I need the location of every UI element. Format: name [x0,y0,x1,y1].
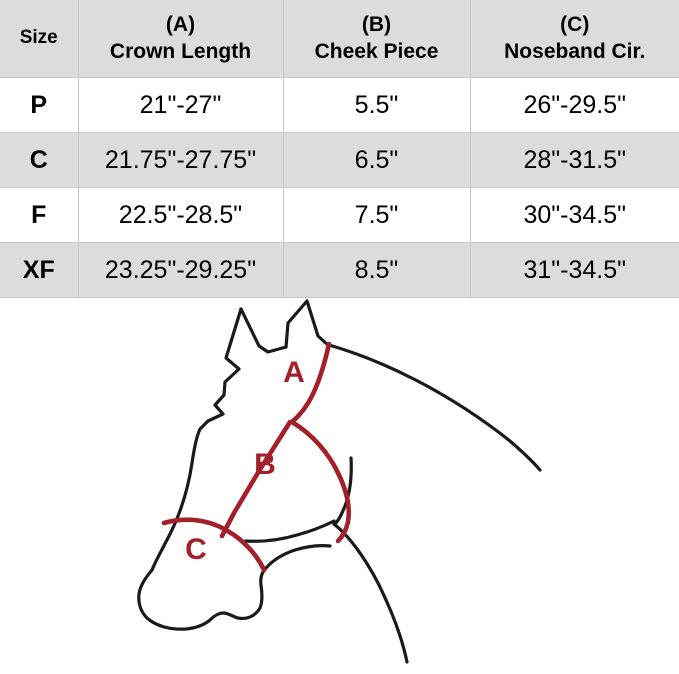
measure-line-b-jowl-strap [292,422,349,541]
column-header-crown-length-code: (A) [79,12,283,39]
cell-cheek-piece: 5.5" [283,78,470,133]
column-header-crown-length: (A) Crown Length [78,0,283,78]
cell-noseband-cir: 26"-29.5" [470,78,679,133]
cell-crown-length: 22.5"-28.5" [78,188,283,243]
horse-mouth-jaw-line [266,546,330,568]
cell-crown-length: 23.25"-29.25" [78,243,283,298]
column-header-size-label: Size [0,26,78,50]
size-chart-table: Size (A) Crown Length (B) Cheek Piece (C… [0,0,679,298]
horse-neck-underline [334,524,407,662]
cell-crown-length: 21.75"-27.75" [78,133,283,188]
horse-left-ear-outline [224,309,241,395]
column-header-noseband-cir: (C) Noseband Cir. [470,0,679,78]
column-header-cheek-piece-code: (B) [284,12,470,39]
cell-crown-length: 21"-27" [78,78,283,133]
horse-crest-mane-line [329,345,540,470]
cell-cheek-piece: 6.5" [283,133,470,188]
cell-noseband-cir: 31"-34.5" [470,243,679,298]
table-row: C 21.75"-27.75" 6.5" 28"-31.5" [0,133,679,188]
measure-line-c-noseband [164,520,264,570]
cell-cheek-piece: 7.5" [283,188,470,243]
column-header-cheek-piece-label: Cheek Piece [284,39,470,66]
column-header-cheek-piece: (B) Cheek Piece [283,0,470,78]
cell-noseband-cir: 30"-34.5" [470,188,679,243]
table-row: P 21"-27" 5.5" 26"-29.5" [0,78,679,133]
cell-noseband-cir: 28"-31.5" [470,133,679,188]
column-header-size: Size [0,0,78,78]
horse-head-diagram: A B C [0,298,679,674]
horse-right-ear-outline [286,301,329,347]
column-header-crown-length-label: Crown Length [79,39,283,66]
table-row: F 22.5"-28.5" 7.5" 30"-34.5" [0,188,679,243]
table-row: XF 23.25"-29.25" 8.5" 31"-34.5" [0,243,679,298]
measure-label-b: B [254,448,276,481]
cell-size: F [0,188,78,243]
horse-jaw-cheek-line [246,521,334,541]
cell-size: P [0,78,78,133]
horse-head-illustration: A B C [0,298,679,674]
table-header: Size (A) Crown Length (B) Cheek Piece (C… [0,0,679,78]
measure-label-c: C [185,533,207,566]
measure-label-a: A [283,356,305,389]
column-header-noseband-cir-label: Noseband Cir. [471,39,679,66]
horse-left-ear-inner [241,309,286,352]
horse-muzzle-outline [139,568,266,629]
cell-cheek-piece: 8.5" [283,243,470,298]
cell-size: C [0,133,78,188]
table-header-row: Size (A) Crown Length (B) Cheek Piece (C… [0,0,679,78]
cell-size: XF [0,243,78,298]
column-header-noseband-cir-code: (C) [471,12,679,39]
table-body: P 21"-27" 5.5" 26"-29.5" C 21.75"-27.75"… [0,78,679,298]
